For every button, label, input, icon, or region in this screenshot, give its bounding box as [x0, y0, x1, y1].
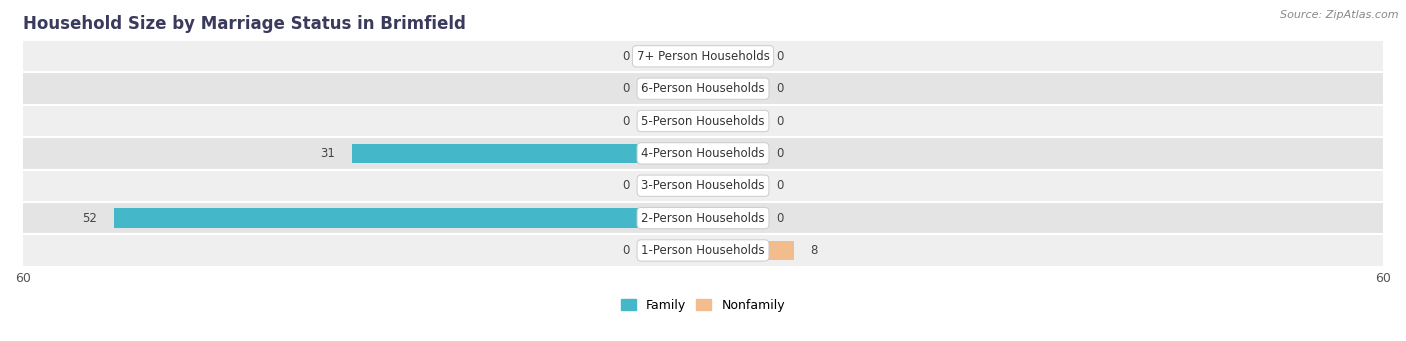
Text: 8: 8: [811, 244, 818, 257]
Text: 0: 0: [776, 82, 785, 95]
Text: 0: 0: [621, 82, 630, 95]
Bar: [114, 208, 703, 228]
Bar: [647, 176, 703, 195]
Text: 3-Person Households: 3-Person Households: [641, 179, 765, 192]
Bar: [22, 234, 1384, 267]
Bar: [647, 79, 703, 98]
Bar: [22, 202, 1384, 234]
Text: 0: 0: [776, 179, 785, 192]
Bar: [22, 40, 1384, 73]
Text: Source: ZipAtlas.com: Source: ZipAtlas.com: [1281, 10, 1399, 20]
Text: Household Size by Marriage Status in Brimfield: Household Size by Marriage Status in Bri…: [22, 15, 465, 33]
Bar: [703, 47, 759, 66]
Text: 0: 0: [776, 147, 785, 160]
Text: 52: 52: [82, 211, 97, 225]
Text: 0: 0: [621, 115, 630, 128]
Bar: [647, 47, 703, 66]
Text: 1-Person Households: 1-Person Households: [641, 244, 765, 257]
Text: 0: 0: [776, 50, 785, 63]
Text: 0: 0: [776, 211, 785, 225]
Text: 0: 0: [621, 50, 630, 63]
Text: 5-Person Households: 5-Person Households: [641, 115, 765, 128]
Bar: [703, 176, 759, 195]
Bar: [703, 208, 759, 228]
Bar: [703, 79, 759, 98]
Bar: [22, 137, 1384, 169]
Bar: [647, 241, 703, 260]
Text: 2-Person Households: 2-Person Households: [641, 211, 765, 225]
Text: 7+ Person Households: 7+ Person Households: [637, 50, 769, 63]
Bar: [352, 144, 703, 163]
Text: 0: 0: [621, 244, 630, 257]
Bar: [703, 144, 759, 163]
Text: 0: 0: [621, 179, 630, 192]
Bar: [703, 241, 793, 260]
Bar: [22, 73, 1384, 105]
Bar: [22, 169, 1384, 202]
Text: 4-Person Households: 4-Person Households: [641, 147, 765, 160]
Legend: Family, Nonfamily: Family, Nonfamily: [616, 294, 790, 317]
Bar: [703, 111, 759, 131]
Bar: [22, 105, 1384, 137]
Text: 0: 0: [776, 115, 785, 128]
Text: 31: 31: [319, 147, 335, 160]
Bar: [647, 111, 703, 131]
Text: 6-Person Households: 6-Person Households: [641, 82, 765, 95]
